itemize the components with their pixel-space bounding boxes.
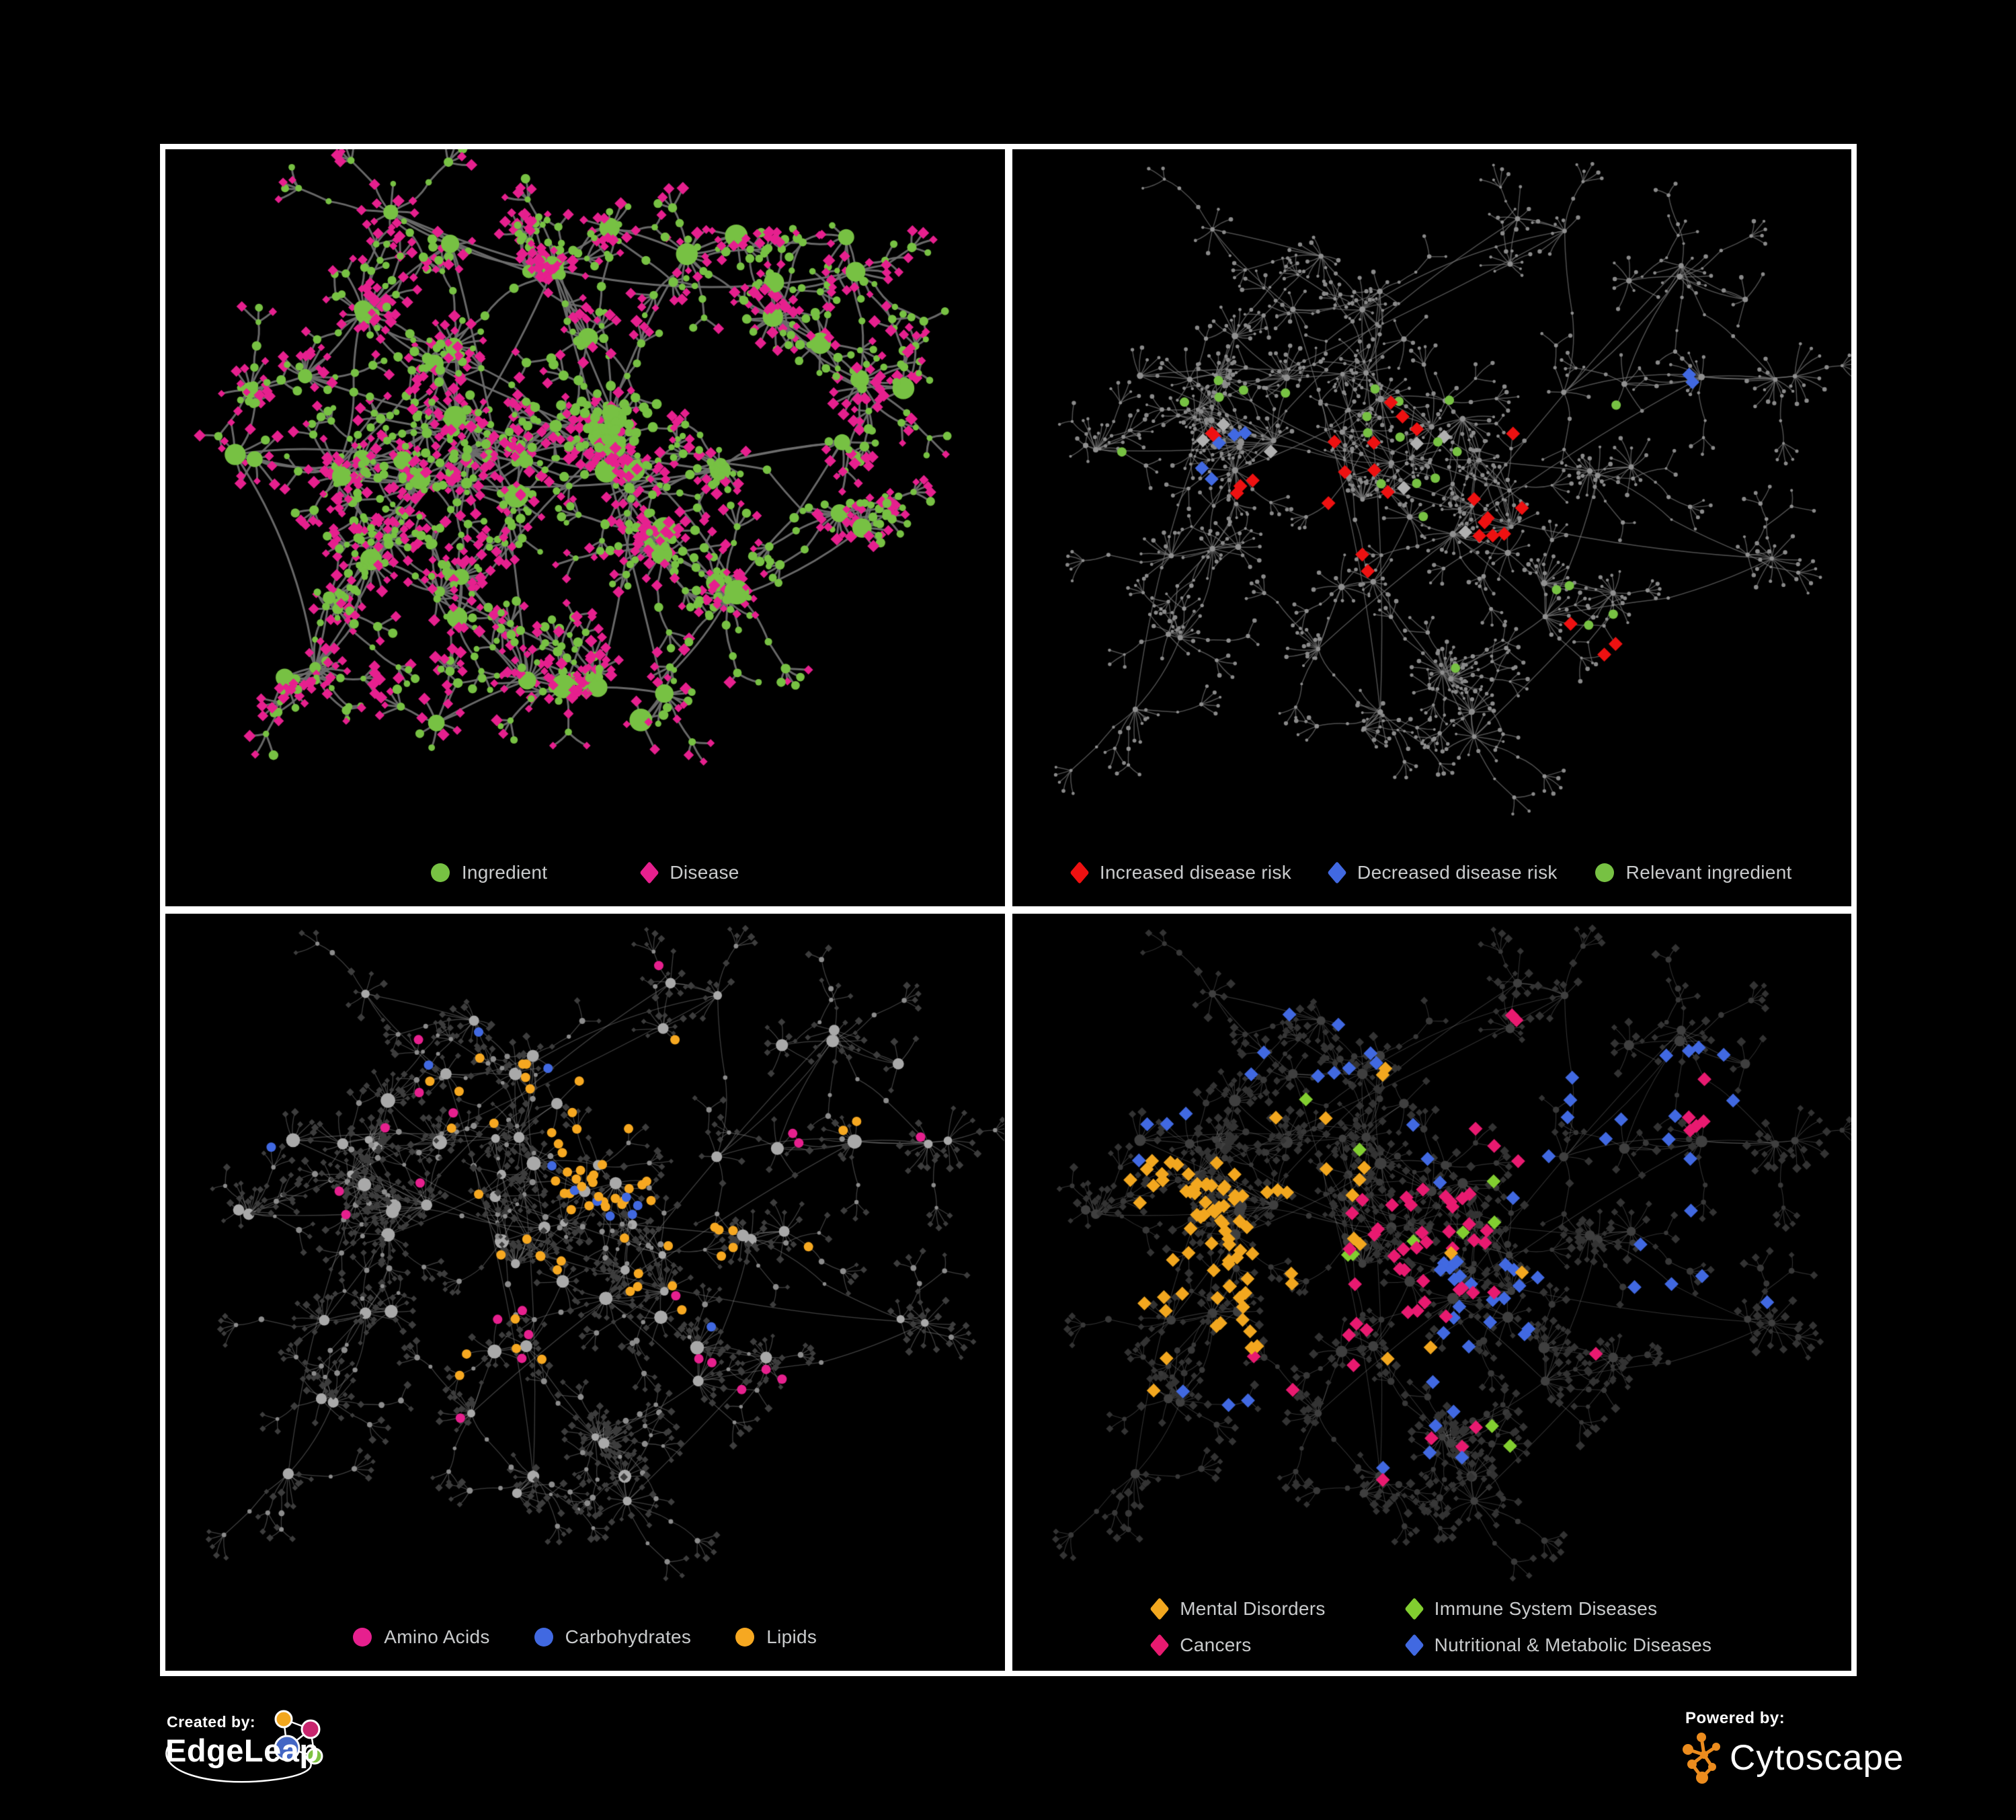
legend-item-immune-diseases: Immune System Diseases xyxy=(1404,1597,1712,1620)
mental-disorders-marker-icon xyxy=(1150,1597,1170,1620)
legend-label: Carbohydrates xyxy=(565,1626,692,1647)
legend-item-nutritional-metabolic: Nutritional & Metabolic Diseases xyxy=(1404,1634,1712,1657)
legend-label: Increased disease risk xyxy=(1099,862,1292,883)
panel-disease-risk: Increased disease risk Decreased disease… xyxy=(1012,149,1852,906)
legend-nutrient-classes: Amino Acids Carbohydrates Lipids xyxy=(165,1626,1005,1648)
legend-item-lipids: Lipids xyxy=(735,1626,817,1648)
legend-disease-categories: Mental Disorders Immune System Diseases … xyxy=(1012,1597,1852,1657)
legend-item-relevant-ingredient: Relevant ingredient xyxy=(1595,862,1792,883)
disease-marker-icon xyxy=(639,861,659,884)
legend-label: Amino Acids xyxy=(384,1626,490,1647)
legend-label: Mental Disorders xyxy=(1180,1598,1326,1619)
nutrient-class-network-canvas xyxy=(165,914,1004,1671)
legend-item-amino-acids: Amino Acids xyxy=(353,1626,489,1648)
legend-item-mental-disorders: Mental Disorders xyxy=(1150,1597,1326,1620)
cytoscape-attribution: Powered by: Cytoscape xyxy=(1677,1706,1903,1801)
cytoscape-logo-icon xyxy=(1683,1733,1720,1784)
legend-item-cancers: Cancers xyxy=(1150,1634,1325,1657)
legend-item-ingredient: Ingredient xyxy=(430,862,548,883)
panel-grid: Ingredient Disease Increased disease ris… xyxy=(160,144,1857,1676)
disease-category-network-canvas xyxy=(1012,914,1851,1671)
legend-item-disease: Disease xyxy=(639,861,739,884)
legend-label: Immune System Diseases xyxy=(1434,1598,1658,1619)
cancers-marker-icon xyxy=(1150,1634,1170,1657)
created-by-label: Created by: xyxy=(167,1713,256,1731)
lipids-marker-icon xyxy=(735,1628,755,1647)
legend-item-carbohydrates: Carbohydrates xyxy=(534,1626,692,1648)
legend-item-increased-risk: Increased disease risk xyxy=(1070,861,1292,884)
legend-label: Lipids xyxy=(766,1626,817,1647)
legend-label: Ingredient xyxy=(461,862,548,883)
legend-label: Cancers xyxy=(1180,1634,1252,1655)
legend-ingredient-disease: Ingredient Disease xyxy=(165,861,1005,884)
legend-label: Relevant ingredient xyxy=(1625,862,1792,883)
legend-label: Disease xyxy=(670,862,739,883)
ingredient-disease-network-canvas xyxy=(165,149,1004,906)
panel-nutrient-classes: Amino Acids Carbohydrates Lipids xyxy=(165,914,1005,1671)
edgeleap-attribution: Created by: EdgeLeap xyxy=(161,1709,403,1803)
powered-by-label: Powered by: xyxy=(1685,1709,1785,1727)
cytoscape-wordmark: Cytoscape xyxy=(1730,1737,1904,1778)
edgeleap-wordmark: EdgeLeap xyxy=(165,1733,319,1768)
legend-label: Nutritional & Metabolic Diseases xyxy=(1434,1634,1712,1655)
legend-disease-risk: Increased disease risk Decreased disease… xyxy=(1012,861,1852,884)
legend-label: Decreased disease risk xyxy=(1357,862,1558,883)
ingredient-marker-icon xyxy=(430,863,450,882)
panel-ingredient-disease: Ingredient Disease xyxy=(165,149,1005,906)
increased-risk-marker-icon xyxy=(1070,861,1090,884)
amino-acids-marker-icon xyxy=(353,1628,372,1647)
panel-disease-categories: Mental Disorders Immune System Diseases … xyxy=(1012,914,1852,1671)
disease-risk-network-canvas xyxy=(1012,149,1851,906)
immune-diseases-marker-icon xyxy=(1404,1597,1424,1620)
carbohydrates-marker-icon xyxy=(534,1628,553,1647)
nutritional-metabolic-marker-icon xyxy=(1404,1634,1424,1657)
legend-item-decreased-risk: Decreased disease risk xyxy=(1327,861,1558,884)
decreased-risk-marker-icon xyxy=(1327,861,1347,884)
edgeleap-logo-icon xyxy=(165,1710,323,1783)
relevant-ingredient-marker-icon xyxy=(1595,863,1614,882)
